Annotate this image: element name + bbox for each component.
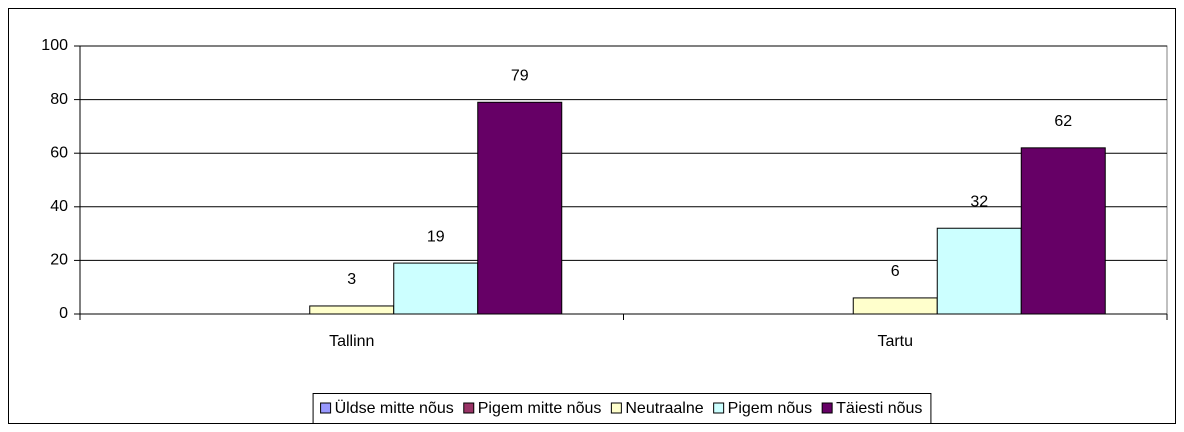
legend-label: Üldse mitte nõus bbox=[335, 399, 454, 417]
y-tick-label: 20 bbox=[50, 252, 68, 269]
x-tick-label: Tartu bbox=[877, 333, 913, 350]
legend-label: Täiesti nõus bbox=[836, 400, 922, 417]
y-tick-label: 0 bbox=[59, 305, 68, 322]
y-tick-label: 40 bbox=[50, 198, 68, 215]
y-tick-label: 80 bbox=[50, 91, 68, 108]
bar bbox=[1020, 147, 1106, 315]
bar bbox=[936, 227, 1022, 315]
data-label: 32 bbox=[970, 193, 988, 210]
legend-label: Pigem mitte nõus bbox=[478, 400, 602, 417]
bar bbox=[852, 297, 938, 315]
legend-swatch bbox=[713, 402, 725, 414]
data-label: 3 bbox=[347, 271, 356, 288]
legend-swatch bbox=[463, 402, 475, 414]
data-label: 6 bbox=[891, 263, 900, 280]
legend-swatch bbox=[821, 402, 833, 414]
y-tick-label: 100 bbox=[41, 37, 68, 54]
legend-swatch bbox=[610, 402, 622, 414]
y-tick-label: 60 bbox=[50, 144, 68, 161]
bar bbox=[309, 305, 395, 315]
bar bbox=[393, 262, 479, 315]
chart-border bbox=[8, 8, 1176, 424]
data-label: 19 bbox=[427, 228, 445, 245]
legend-label: Pigem nõus bbox=[728, 400, 813, 417]
bar bbox=[477, 101, 563, 315]
x-tick-label: Tallinn bbox=[329, 333, 374, 350]
data-label: 62 bbox=[1054, 113, 1072, 130]
legend-label: Neutraalne bbox=[625, 400, 703, 417]
data-label: 79 bbox=[511, 67, 529, 84]
legend-swatch bbox=[320, 402, 332, 414]
